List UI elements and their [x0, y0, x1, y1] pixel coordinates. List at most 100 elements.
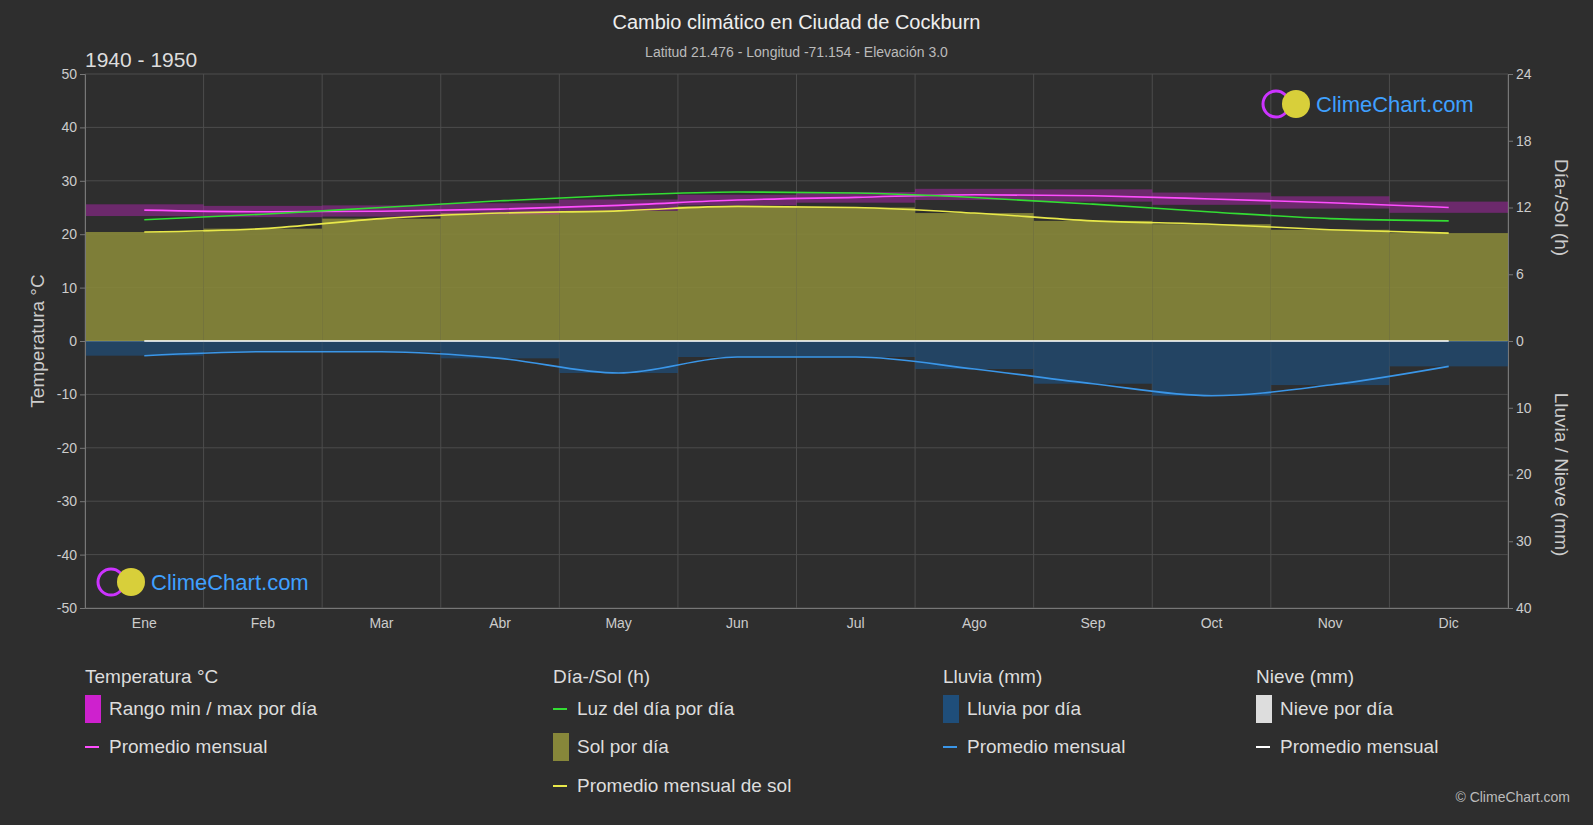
- legend-title: Lluvia (mm): [943, 666, 1042, 687]
- tick-mark: [80, 608, 85, 609]
- tick-mark: [80, 501, 85, 502]
- tick-label: -10: [57, 386, 77, 402]
- tick: May: [605, 608, 631, 631]
- bar: [1152, 224, 1271, 341]
- tick: 12: [1508, 199, 1532, 215]
- legend-swatch: [943, 746, 957, 748]
- tick-mark: [1508, 274, 1513, 275]
- tick-mark: [1508, 475, 1513, 476]
- tick: Ene: [132, 608, 157, 631]
- tick-label: 12: [1516, 199, 1532, 215]
- bar: [1034, 341, 1153, 384]
- y-axis: -50-40-30-20-1001020304050: [57, 66, 86, 616]
- legend-swatch: [85, 695, 101, 723]
- marks: [85, 189, 1508, 396]
- bar: [1389, 233, 1508, 341]
- tick-mark: [80, 74, 85, 75]
- tick: Ago: [962, 608, 987, 631]
- tick: 6: [1508, 266, 1524, 282]
- tick: Dic: [1439, 608, 1459, 631]
- subtitle: Latitud 21.476 - Longitud -71.154 - Elev…: [645, 44, 948, 60]
- tick: 50: [61, 66, 85, 82]
- tick-label: Jun: [726, 615, 749, 631]
- line: [144, 352, 1448, 396]
- bar: [85, 232, 204, 341]
- logo-text: ClimeChart.com: [1316, 92, 1474, 117]
- legend-label: Promedio mensual: [967, 736, 1125, 757]
- tick-mark: [80, 234, 85, 235]
- tick: -30: [57, 493, 85, 509]
- y2-axis-title: Día-/Sol (h): [1551, 159, 1572, 256]
- logo-sun: [117, 568, 145, 596]
- tick: Nov: [1318, 608, 1343, 631]
- tick-label: Ago: [962, 615, 987, 631]
- tick-mark: [80, 448, 85, 449]
- background: [0, 0, 1593, 825]
- tick-label: May: [605, 615, 631, 631]
- axis-line: [80, 75, 86, 609]
- chart: -50-40-30-20-100102030405006121824102030…: [0, 0, 1593, 825]
- bar: [204, 229, 323, 341]
- tick-mark: [80, 341, 85, 342]
- tick: 18: [1508, 133, 1532, 149]
- tick-label: -50: [57, 600, 77, 616]
- tick-label: -40: [57, 547, 77, 563]
- tick: Abr: [489, 608, 511, 631]
- tick-label: Jul: [847, 615, 865, 631]
- legend-label: Luz del día por día: [577, 698, 735, 719]
- tick-label: -20: [57, 440, 77, 456]
- logo: ClimeChart.com: [1263, 90, 1474, 118]
- bar: [559, 211, 678, 341]
- tick: -20: [57, 440, 85, 456]
- legend-title: Día-/Sol (h): [553, 666, 650, 687]
- legend-label: Promedio mensual: [109, 736, 267, 757]
- legend-swatch: [85, 746, 99, 748]
- tick-mark: [1508, 541, 1513, 542]
- tick-label: 20: [1516, 466, 1532, 482]
- y3-axis-title: Lluvia / Nieve (mm): [1551, 393, 1572, 557]
- bar: [915, 341, 1034, 369]
- legend-swatch: [553, 785, 567, 787]
- tick-label: 0: [1516, 333, 1524, 349]
- tick: 10: [1508, 400, 1532, 416]
- x-axis: Ene Feb Mar Abr May Jun Jul Ago Sep Oct Nov Dic: [86, 608, 1509, 631]
- bar: [1034, 221, 1153, 341]
- y3-axis: 10203040: [1508, 342, 1532, 616]
- axis-line: [1509, 342, 1514, 609]
- period: 1940 - 1950: [85, 48, 197, 71]
- tick-mark: [1508, 208, 1513, 209]
- legend-label: Sol por día: [577, 736, 669, 757]
- legend-title: Temperatura °C: [85, 666, 218, 687]
- bar: [678, 341, 797, 357]
- tick: 40: [1508, 600, 1532, 616]
- legend-label: Promedio mensual: [1280, 736, 1438, 757]
- tick-label: 40: [1516, 600, 1532, 616]
- bar: [1389, 341, 1508, 366]
- tick-mark: [80, 555, 85, 556]
- tick: Oct: [1201, 608, 1223, 631]
- tick: 40: [61, 119, 85, 135]
- tick-mark: [1508, 608, 1513, 609]
- tick: 0: [1508, 333, 1524, 349]
- tick: 30: [61, 173, 85, 189]
- tick-label: 10: [61, 280, 77, 296]
- tick: Feb: [251, 608, 275, 631]
- tick-label: 24: [1516, 66, 1532, 82]
- bar: [1271, 230, 1390, 341]
- tick-label: 40: [61, 119, 77, 135]
- tick-label: Sep: [1080, 615, 1105, 631]
- line: [144, 340, 1448, 342]
- grid-line-y: [85, 340, 1508, 342]
- bar: [204, 341, 323, 352]
- logo-sun: [1282, 90, 1310, 118]
- tick: Mar: [369, 608, 393, 631]
- tick-label: 50: [61, 66, 77, 82]
- tick-label: 0: [69, 333, 77, 349]
- bar: [322, 219, 441, 341]
- bar: [797, 341, 916, 357]
- bar: [797, 208, 916, 342]
- tick-label: Mar: [369, 615, 393, 631]
- title: Cambio climático en Ciudad de Cockburn: [613, 11, 981, 33]
- tick-label: Nov: [1318, 615, 1343, 631]
- legend-swatch: [553, 733, 569, 761]
